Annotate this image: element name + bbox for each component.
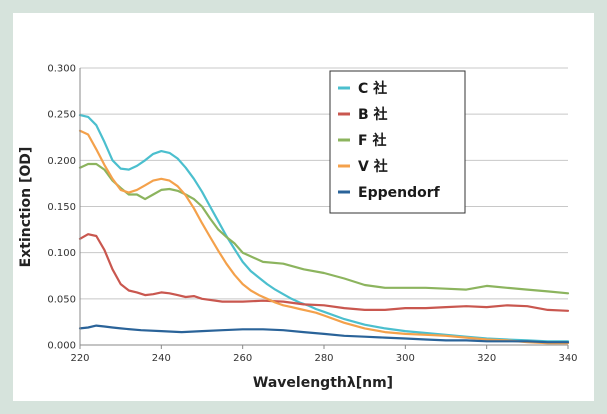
legend-label: F 社 <box>358 132 386 149</box>
y-tick-label: 0.250 <box>47 110 76 121</box>
series-lines <box>78 113 570 345</box>
legend-label: C 社 <box>358 80 387 97</box>
y-tick-label: 0.050 <box>47 294 76 305</box>
y-tick-label: 0.300 <box>47 64 76 75</box>
legend-label: Eppendorf <box>358 185 441 201</box>
y-tick-label: 0.100 <box>47 248 76 259</box>
y-tick-label: 0.000 <box>47 341 76 352</box>
x-tick-label: 220 <box>70 353 89 364</box>
x-tick-label: 340 <box>558 353 577 364</box>
y-axis-ticks: 0.000 0.050 0.100 0.150 0.200 0.250 0.300 <box>47 64 76 352</box>
legend: C 社 B 社 F 社 V 社 Eppendorf <box>329 70 466 214</box>
x-axis-label: Wavelengthλ[nm] <box>253 375 393 391</box>
x-tick-label: 320 <box>477 353 496 364</box>
legend-label: V 社 <box>358 158 388 175</box>
y-tick-label: 0.200 <box>47 156 76 167</box>
x-tick-label: 240 <box>152 353 171 364</box>
x-tick-label: 300 <box>396 353 415 364</box>
series-line-1-c <box>78 113 570 343</box>
series-line-5-eppendorf <box>78 324 570 344</box>
gridlines <box>80 67 568 300</box>
series-line-4-v <box>78 129 570 345</box>
legend-label: B 社 <box>358 106 388 123</box>
y-axis-label: Extinction [OD] <box>18 147 34 268</box>
x-tick-label: 260 <box>233 353 252 364</box>
y-tick-label: 0.150 <box>47 202 76 213</box>
legend-box <box>329 70 466 214</box>
series-line-2-b <box>78 233 570 312</box>
x-tick-label: 280 <box>314 353 333 364</box>
x-axis-ticks: 220 240 260 280 300 320 340 <box>70 345 578 364</box>
series-line-3-f <box>78 162 570 295</box>
